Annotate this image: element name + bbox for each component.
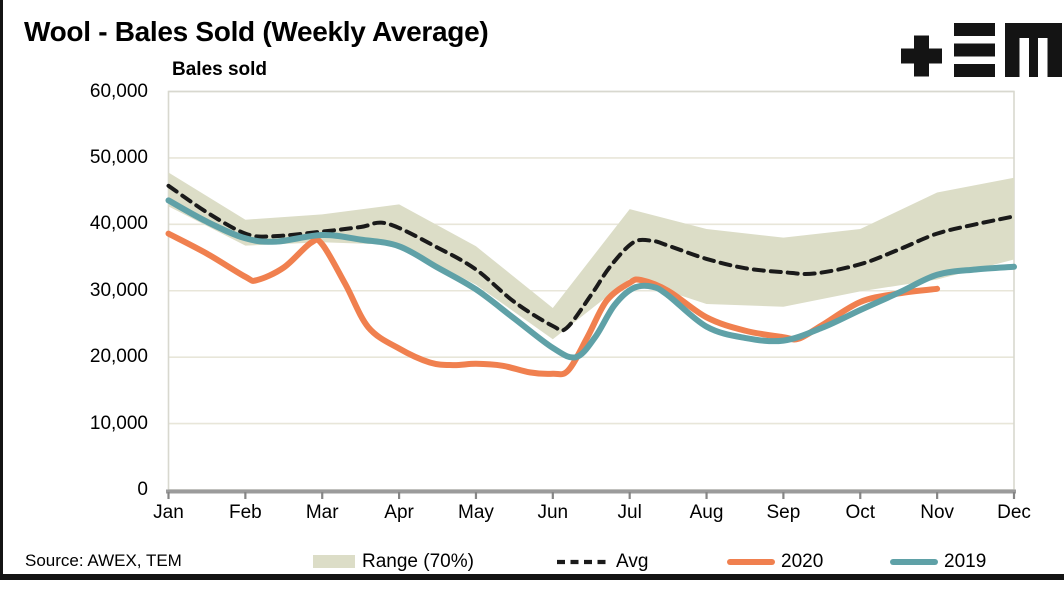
- y-tick-label: 20,000: [89, 346, 148, 368]
- series-avg-line: [166, 183, 1016, 333]
- y-tick-label: 30,000: [89, 279, 148, 301]
- x-tick-label: May: [458, 502, 494, 523]
- series-2019-line: [165, 197, 1017, 361]
- logo-plus-icon: [901, 35, 942, 77]
- range-band-swatch: [313, 555, 355, 568]
- legend-item-2019: 2019: [890, 550, 986, 574]
- x-tick-label: Mar: [305, 502, 339, 523]
- left-border: [0, 0, 3, 580]
- y-tick-label: 40,000: [89, 213, 148, 235]
- x-tick-label: Sep: [766, 502, 801, 523]
- y-tick-label: 50,000: [89, 146, 148, 168]
- x-tick-label: Jul: [617, 502, 642, 523]
- x-tick-label: Nov: [920, 502, 955, 523]
- x-tick-label: Jun: [537, 502, 569, 523]
- avg-dash-swatch: [557, 559, 609, 565]
- legend-item-range: Range (70%): [313, 550, 474, 574]
- x-tick-label: Jan: [153, 502, 184, 523]
- x-tick-label: Oct: [845, 502, 876, 523]
- x-tick-label: Apr: [384, 502, 414, 523]
- y-tick-label: 0: [137, 479, 148, 500]
- legend-item-avg: Avg: [556, 550, 648, 574]
- legend-item-2020: 2020: [727, 550, 823, 574]
- legend-label-2020: 2020: [781, 551, 824, 572]
- series-2020-swatch: [727, 559, 775, 565]
- logo-m-icon: [1005, 23, 1062, 77]
- series-2019-swatch: [890, 559, 938, 565]
- x-tick-label: Feb: [228, 502, 262, 523]
- x-tick-label: Aug: [689, 502, 724, 523]
- y-axis-title: Bales sold: [172, 59, 268, 80]
- page-title: Wool - Bales Sold (Weekly Average): [24, 16, 489, 47]
- y-tick-label: 10,000: [89, 412, 148, 434]
- x-tick-label: Dec: [997, 502, 1031, 523]
- logo-bars-icon: [954, 23, 995, 77]
- y-tick-label: 60,000: [89, 80, 148, 102]
- range-band: [168, 172, 1014, 340]
- source-note: Source: AWEX, TEM: [25, 551, 182, 570]
- tem-logo: [901, 23, 1062, 77]
- legend-label-2019: 2019: [944, 551, 987, 572]
- legend-label-avg: Avg: [616, 551, 649, 572]
- bottom-rule: [0, 574, 1064, 580]
- legend-label-range: Range (70%): [362, 551, 474, 572]
